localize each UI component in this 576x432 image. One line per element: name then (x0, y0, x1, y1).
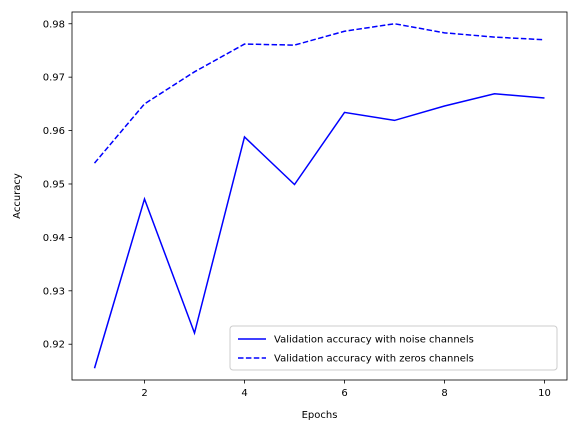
legend-label-noise: Validation accuracy with noise channels (274, 335, 474, 346)
x-tick-label: 8 (441, 388, 447, 399)
x-axis-label: Epochs (302, 410, 338, 421)
y-axis-label: Accuracy (12, 173, 23, 219)
series-line-0 (93, 92, 545, 369)
series-line-1 (93, 22, 545, 164)
x-tick-label: 2 (141, 388, 147, 399)
x-tick-label: 6 (341, 388, 347, 399)
legend-label-zeros: Validation accuracy with zeros channels (274, 354, 474, 365)
y-tick-label: 0.93 (43, 286, 65, 297)
y-tick-label: 0.92 (43, 340, 65, 351)
legend-box (229, 325, 558, 371)
x-axis-ticks: 2 4 6 8 10 (141, 380, 551, 399)
legend: Validation accuracy with noise channels … (229, 325, 558, 371)
plot-lines (93, 22, 545, 369)
x-tick-label: 10 (538, 388, 551, 399)
y-tick-label: 0.98 (43, 19, 65, 30)
y-tick-label: 0.97 (43, 73, 65, 84)
y-tick-label: 0.96 (43, 126, 65, 137)
y-tick-label: 0.94 (43, 233, 65, 244)
y-tick-label: 0.95 (43, 179, 65, 190)
plot-frame (71, 11, 568, 381)
y-axis-ticks: 0.92 0.93 0.94 0.95 0.96 0.97 0.98 (43, 19, 72, 351)
x-tick-label: 4 (241, 388, 247, 399)
